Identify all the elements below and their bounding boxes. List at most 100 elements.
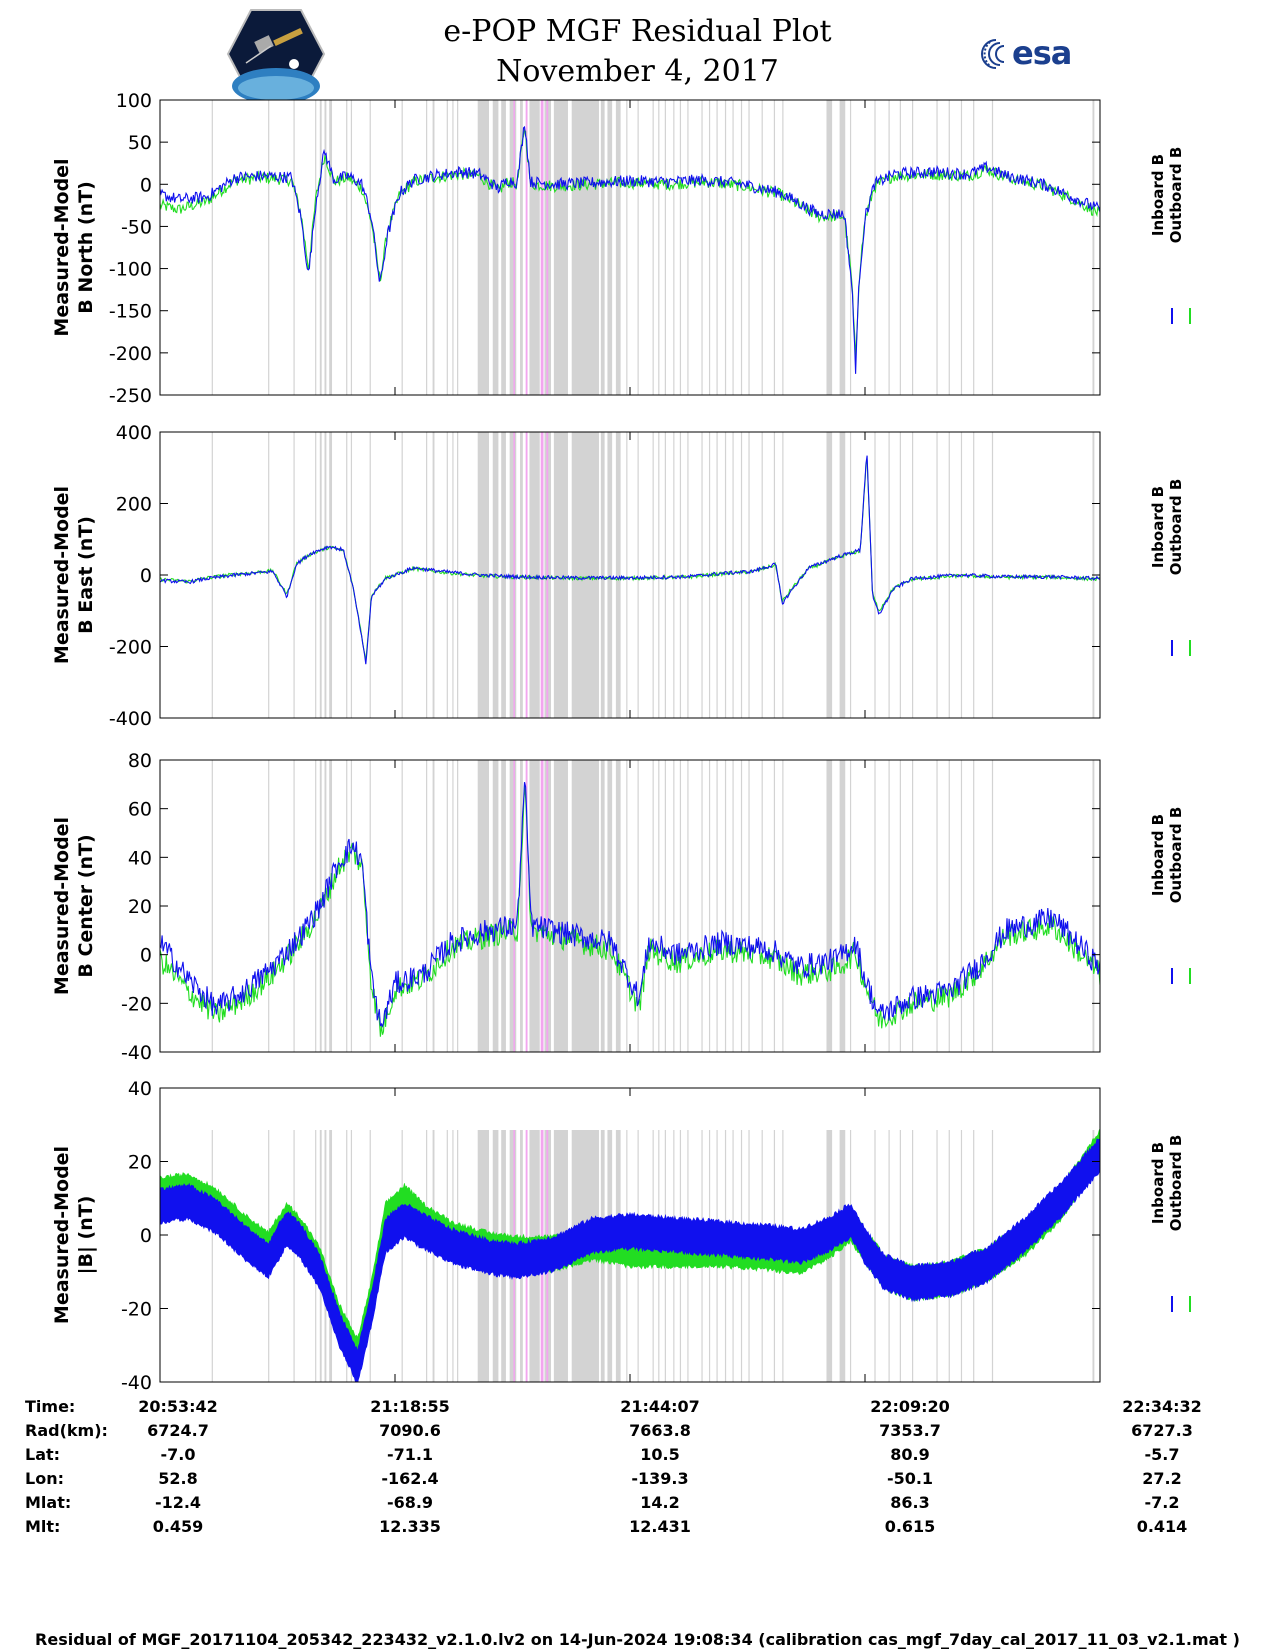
esa-logo-icon (981, 39, 1005, 69)
y-tick-label: 100 (116, 90, 152, 112)
gray-band (664, 760, 666, 1052)
gray-band (679, 100, 682, 395)
gray-band (529, 100, 540, 395)
gray-band (268, 760, 270, 1052)
y-tick-label: -100 (109, 259, 152, 281)
gray-band (973, 760, 975, 1052)
gray-band (571, 760, 599, 1052)
gray-band (973, 432, 975, 718)
y-tick-label: -200 (109, 637, 152, 659)
pink-band (546, 100, 549, 395)
gray-band (350, 100, 353, 395)
gray-band (571, 432, 599, 718)
gray-band (457, 100, 459, 395)
gray-band (346, 432, 348, 718)
gray-band (615, 760, 621, 1052)
legend-labels: Inboard BOutboard B (1149, 479, 1185, 576)
y-axis-label: Measured-Model |B| (nT) (51, 1146, 97, 1324)
gray-band (899, 1130, 901, 1382)
y-tick-label: 0 (140, 174, 152, 196)
gray-band (888, 760, 890, 1052)
y-tick-label: -400 (109, 708, 152, 730)
y-tick-label: -20 (121, 993, 152, 1015)
table-cell: -7.2 (1145, 1493, 1180, 1512)
panel-2: -400 -200 0 200 400 Measured-Model B East (nT)… (51, 422, 1191, 730)
gray-band (936, 432, 938, 718)
y-tick-label: -50 (121, 216, 152, 238)
gray-band (701, 760, 703, 1052)
table-row-label: Lat: (25, 1445, 60, 1464)
gray-band (658, 432, 660, 718)
y-tick-label: -200 (109, 343, 152, 365)
gray-band (888, 432, 890, 718)
data-gap-bands (211, 760, 1095, 1052)
esa-logo-text: esa (1012, 34, 1072, 72)
outboard-series (160, 128, 1100, 357)
gray-band (457, 760, 459, 1052)
table-cell: 14.2 (640, 1493, 679, 1512)
gray-band (748, 760, 750, 1052)
gray-band (732, 432, 734, 718)
gray-band (936, 760, 938, 1052)
table-cell: 12.431 (629, 1517, 691, 1536)
gray-band (600, 432, 605, 718)
footer-caption: Residual of MGF_20171104_205342_223432_v… (35, 1630, 1240, 1649)
gray-band (426, 432, 428, 718)
gray-band (826, 100, 833, 395)
table-cell: 7663.8 (629, 1421, 691, 1440)
gray-band (673, 432, 675, 718)
gray-band (991, 100, 994, 395)
gray-band (452, 100, 454, 395)
gray-band (679, 432, 682, 718)
gray-band (346, 1130, 348, 1382)
gray-band (350, 1130, 353, 1382)
gray-band (509, 100, 517, 395)
gray-band (658, 760, 660, 1052)
gray-band (211, 100, 213, 395)
y-tick-label: -20 (121, 1299, 152, 1321)
gray-band (401, 432, 403, 718)
gray-band (319, 432, 322, 718)
y-tick-label: 0 (140, 565, 152, 587)
pink-band (546, 760, 549, 1052)
table-cell: 10.5 (640, 1445, 679, 1464)
gray-band (782, 100, 784, 395)
gray-band (936, 1130, 938, 1382)
pink-band (525, 432, 528, 718)
gray-band (401, 100, 403, 395)
gray-band (477, 100, 489, 395)
series-group (160, 1128, 1100, 1382)
gray-band (501, 100, 506, 395)
y-tick-label: 50 (128, 132, 152, 154)
gray-band (329, 432, 333, 718)
table-row-label: Lon: (25, 1469, 64, 1488)
table-cell: 21:18:55 (370, 1397, 450, 1416)
gray-band (740, 100, 743, 395)
y-tick-label: 200 (116, 494, 152, 516)
y-axis-label: Measured-Model B Center (nT) (51, 817, 97, 995)
gray-band (973, 100, 975, 395)
ephemeris-table: Time: Rad(km): Lat: Lon: Mlat: Mlt: 20:53:42 67… (25, 1397, 1202, 1536)
gray-band (446, 760, 448, 1052)
table-cell: 6727.3 (1131, 1421, 1193, 1440)
gray-band (658, 100, 660, 395)
gray-band (492, 760, 499, 1052)
chart-subtitle: November 4, 2017 (496, 54, 779, 89)
table-cell: 7090.6 (379, 1421, 441, 1440)
gray-band (673, 760, 675, 1052)
series-group (160, 455, 1100, 665)
gray-band (761, 432, 763, 718)
gray-band (740, 432, 743, 718)
gray-band (369, 432, 371, 718)
gray-band (724, 100, 727, 395)
y-tick-label: -150 (109, 301, 152, 323)
y-tick-label: -40 (121, 1042, 152, 1064)
gray-band (839, 100, 846, 395)
gray-band (600, 760, 605, 1052)
gray-band (782, 760, 784, 1052)
gray-band (446, 432, 448, 718)
gray-band (324, 432, 327, 718)
gray-band (329, 760, 333, 1052)
gray-band (664, 100, 666, 395)
gray-band (457, 432, 459, 718)
